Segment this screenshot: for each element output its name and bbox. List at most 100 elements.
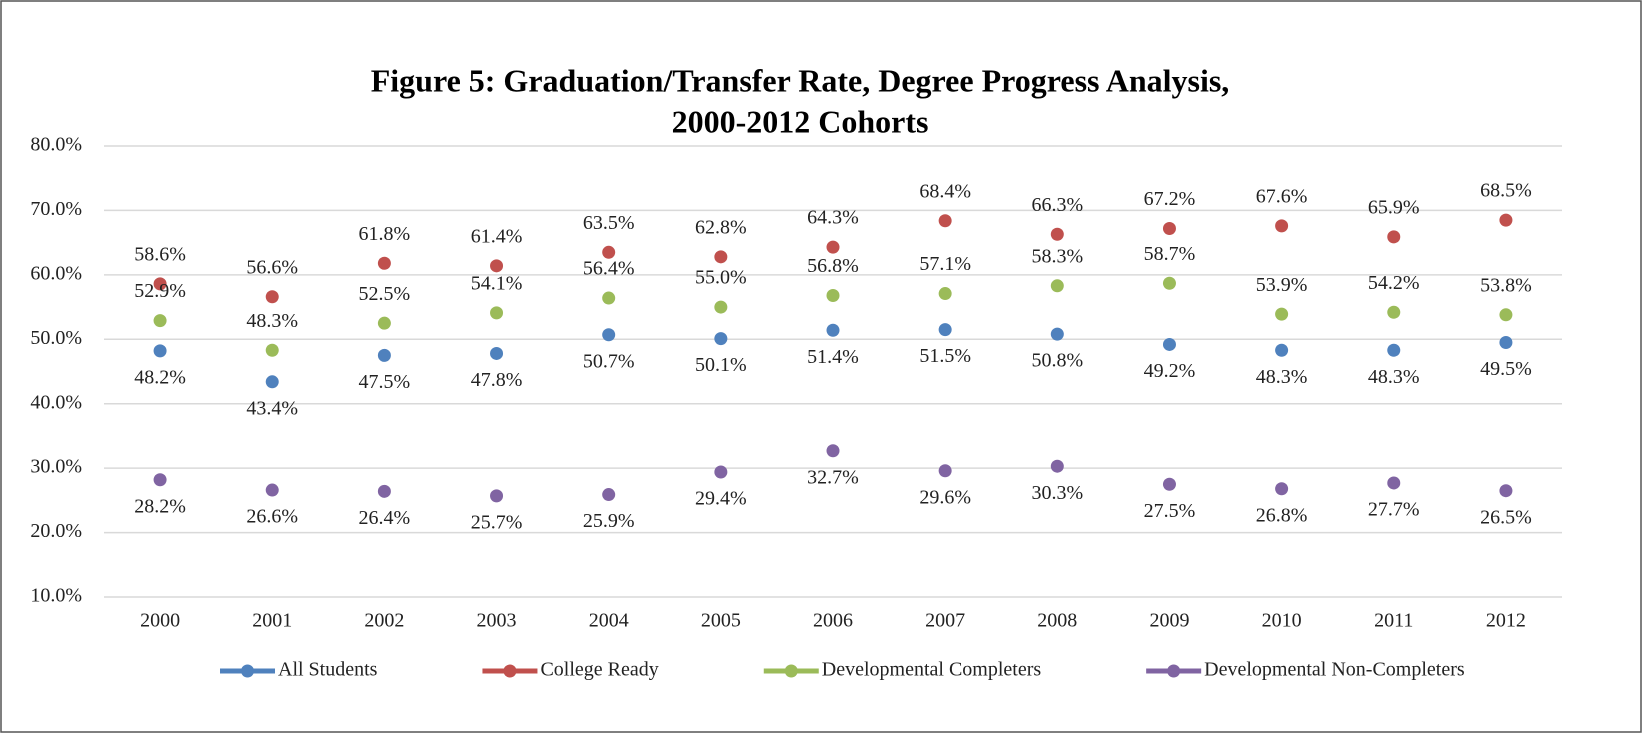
data-point: [153, 277, 167, 291]
data-point: [490, 259, 504, 273]
data-label: 64.3%: [807, 207, 859, 229]
data-point: [602, 245, 616, 259]
x-tick-label: 2002: [364, 610, 404, 632]
data-label: 49.5%: [1480, 358, 1532, 380]
data-label: 49.2%: [1144, 360, 1196, 382]
data-label: 47.8%: [471, 369, 523, 391]
data-point: [265, 343, 279, 357]
data-label: 61.4%: [471, 225, 523, 247]
data-label: 48.3%: [1368, 366, 1420, 388]
data-label: 55.0%: [695, 267, 747, 289]
data-label: 26.5%: [1480, 506, 1532, 528]
data-point: [265, 290, 279, 304]
data-point: [1275, 219, 1289, 233]
data-point: [1050, 279, 1064, 293]
data-label: 48.3%: [1256, 366, 1308, 388]
data-label: 68.4%: [919, 180, 971, 202]
data-point: [1275, 482, 1289, 496]
data-point: [490, 306, 504, 320]
y-tick-label: 10.0%: [30, 585, 82, 607]
legend-label: Developmental Completers: [822, 659, 1042, 681]
data-point: [1050, 227, 1064, 241]
data-point: [1050, 327, 1064, 341]
data-label: 48.2%: [134, 366, 186, 388]
data-point: [153, 314, 167, 328]
data-label: 30.3%: [1031, 482, 1083, 504]
legend-label: College Ready: [540, 659, 658, 681]
x-tick-label: 2003: [477, 610, 517, 632]
data-label: 50.7%: [583, 350, 635, 372]
data-label: 53.8%: [1480, 274, 1532, 296]
data-label: 29.4%: [695, 488, 747, 510]
chart-title: 2000-2012 Cohorts: [672, 103, 929, 139]
data-point: [1275, 307, 1289, 321]
legend-marker: [1167, 664, 1181, 678]
data-point: [153, 344, 167, 358]
data-point: [1499, 336, 1513, 350]
data-label: 25.7%: [471, 511, 523, 533]
data-label: 32.7%: [807, 466, 859, 488]
data-label: 47.5%: [359, 371, 411, 393]
legend-label: All Students: [278, 659, 378, 681]
data-point: [1499, 213, 1513, 227]
data-point: [826, 323, 840, 337]
data-point: [1387, 476, 1401, 490]
data-point: [938, 287, 952, 301]
x-tick-label: 2005: [701, 610, 741, 632]
data-point: [377, 256, 391, 270]
data-point: [377, 316, 391, 330]
data-point: [602, 328, 616, 342]
data-label: 50.8%: [1031, 350, 1083, 372]
data-point: [826, 288, 840, 302]
data-label: 58.7%: [1144, 243, 1196, 265]
data-label: 66.3%: [1031, 194, 1083, 216]
data-label: 68.5%: [1480, 180, 1532, 202]
x-tick-label: 2000: [140, 610, 180, 632]
data-label: 56.8%: [807, 255, 859, 277]
data-label: 25.9%: [583, 510, 635, 532]
data-label: 48.3%: [246, 310, 298, 332]
data-label: 51.5%: [919, 345, 971, 367]
data-point: [377, 348, 391, 362]
data-point: [490, 346, 504, 360]
data-point: [714, 250, 728, 264]
x-tick-label: 2006: [813, 610, 853, 632]
data-label: 58.3%: [1031, 245, 1083, 267]
data-label: 63.5%: [583, 212, 635, 234]
x-tick-label: 2008: [1037, 610, 1077, 632]
y-tick-label: 30.0%: [30, 456, 82, 478]
data-label: 26.4%: [359, 507, 411, 529]
data-label: 56.4%: [583, 258, 635, 280]
data-label: 58.6%: [134, 243, 186, 265]
data-label: 57.1%: [919, 253, 971, 275]
data-point: [826, 444, 840, 458]
data-label: 28.2%: [134, 495, 186, 517]
data-point: [1499, 308, 1513, 322]
legend-marker: [503, 664, 517, 678]
data-point: [1162, 276, 1176, 290]
data-label: 67.2%: [1144, 188, 1196, 210]
y-tick-label: 70.0%: [30, 198, 82, 220]
data-label: 50.1%: [695, 354, 747, 376]
data-point: [714, 300, 728, 314]
legend-marker: [784, 664, 798, 678]
data-point: [1387, 305, 1401, 319]
data-point: [938, 214, 952, 228]
data-point: [1387, 230, 1401, 244]
data-label: 53.9%: [1256, 274, 1308, 296]
data-point: [602, 488, 616, 502]
data-label: 54.2%: [1368, 272, 1420, 294]
x-tick-label: 2007: [925, 610, 965, 632]
data-label: 51.4%: [807, 346, 859, 368]
data-point: [265, 483, 279, 497]
y-tick-label: 80.0%: [30, 134, 82, 156]
data-label: 52.5%: [359, 283, 411, 305]
data-point: [1275, 343, 1289, 357]
data-point: [1162, 337, 1176, 351]
y-tick-label: 60.0%: [30, 262, 82, 284]
data-point: [1162, 221, 1176, 235]
data-point: [490, 489, 504, 503]
data-point: [826, 240, 840, 254]
